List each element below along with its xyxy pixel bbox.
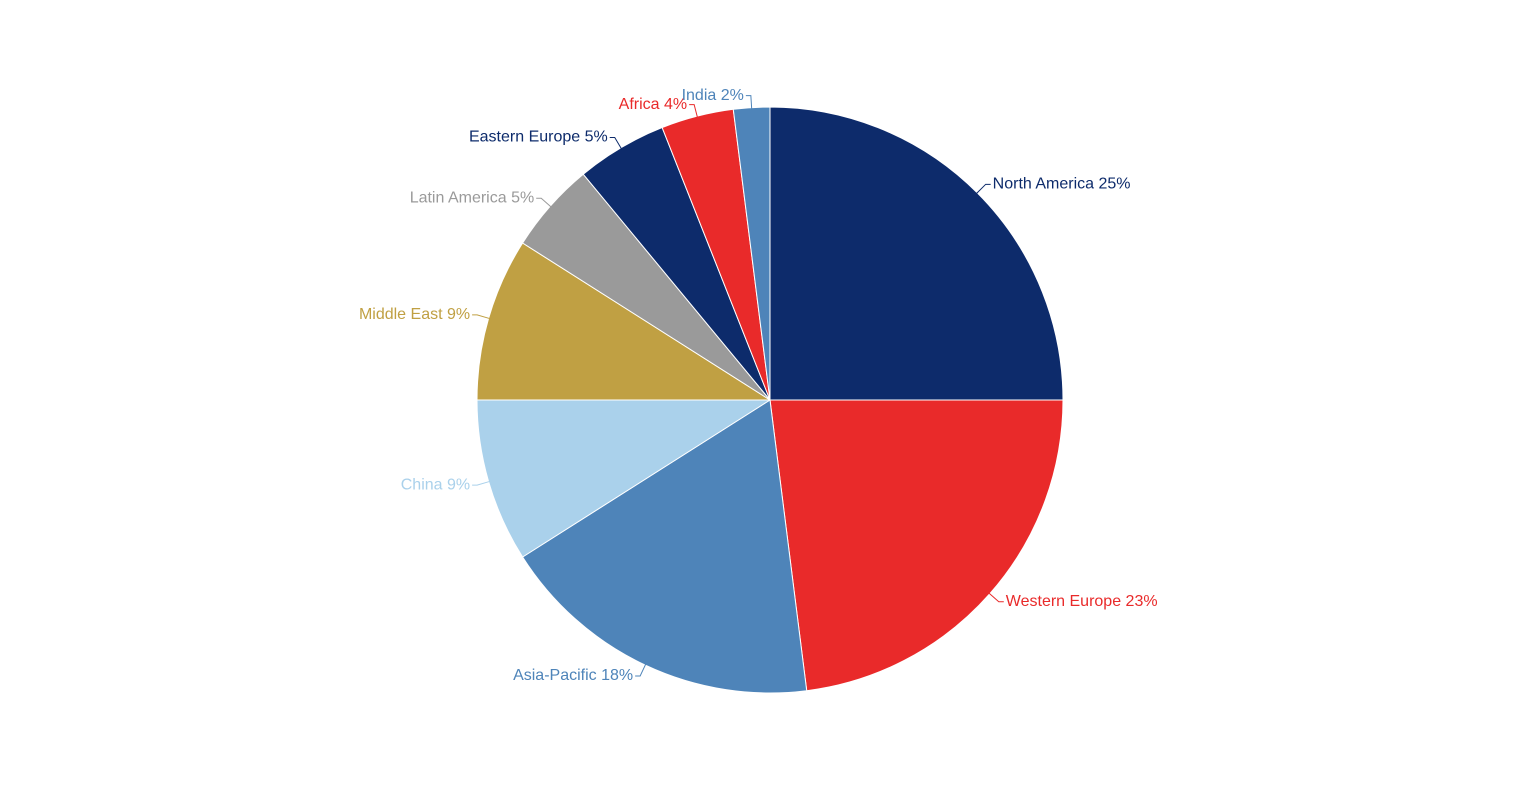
pie-leader-latin-america — [536, 197, 553, 208]
pie-label-india: India 2% — [682, 87, 744, 104]
pie-leader-asia-pacific — [635, 663, 647, 677]
pie-leader-north-america — [975, 183, 991, 195]
pie-slice-western-europe — [769, 399, 1064, 692]
pie-label-latin-america: Latin America 5% — [410, 190, 535, 207]
pie-label-middle-east: Middle East 9% — [359, 306, 470, 323]
pie-label-asia-pacific: Asia-Pacific 18% — [513, 667, 633, 684]
pie-leader-india — [745, 95, 753, 110]
pie-slices — [476, 106, 1064, 694]
pie-leader-middle-east — [472, 314, 491, 320]
pie-label-africa: Africa 4% — [619, 96, 687, 113]
pie-label-western-europe: Western Europe 23% — [1006, 593, 1158, 610]
pie-leader-lines — [472, 95, 1004, 677]
pie-leader-africa — [689, 104, 699, 119]
pie-slice-north-america — [769, 106, 1064, 401]
pie-label-eastern-europe: Eastern Europe 5% — [469, 129, 608, 146]
pie-labels: North America 25% Western Europe 23% Asia-… — [359, 87, 1158, 684]
pie-label-china: China 9% — [401, 476, 470, 493]
pie-leader-eastern-europe — [609, 136, 623, 150]
pie-leader-western-europe — [987, 592, 1004, 603]
pie-leader-china — [472, 480, 491, 486]
pie-label-north-america: North America 25% — [993, 176, 1131, 193]
